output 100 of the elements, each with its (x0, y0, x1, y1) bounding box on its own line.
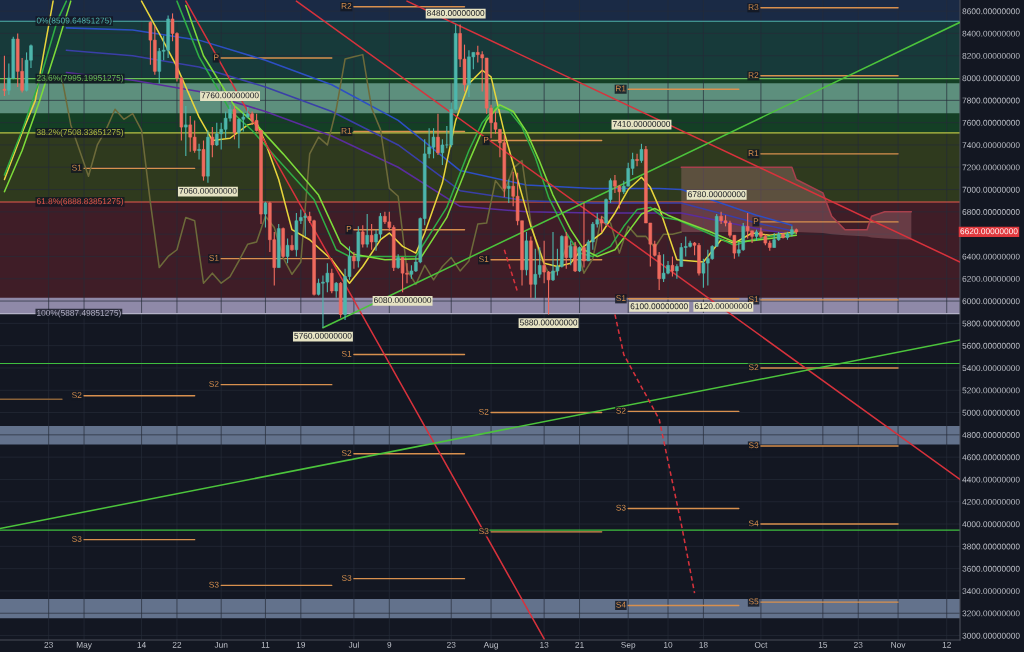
candlestick (330, 268, 334, 294)
y-tick-label: 6200.00000000 (962, 275, 1020, 282)
candlestick (582, 202, 586, 269)
series-label: R3 (748, 4, 759, 11)
candlestick (670, 255, 675, 278)
candlestick (639, 143, 644, 164)
candlestick (2, 55, 7, 97)
candlestick (533, 248, 538, 300)
annotation: 8480.00000000 (427, 10, 485, 16)
x-tick-label: 9 (387, 641, 392, 648)
x-tick-label: 22 (172, 641, 182, 648)
x-tick-label: 23 (447, 641, 456, 648)
candlestick (263, 201, 268, 229)
series-label: S1 (209, 255, 219, 261)
series-label: R1 (341, 127, 352, 134)
series-label: S2 (209, 381, 219, 387)
x-tick-label: 18 (699, 641, 708, 648)
candlestick (197, 143, 201, 160)
series-label: S2 (479, 408, 489, 415)
y-tick-label: 7600.00000000 (962, 119, 1020, 126)
x-tick-label: 15 (818, 641, 828, 648)
x-tick-label: Oct (754, 641, 768, 648)
x-tick-label: Aug (483, 641, 498, 650)
series-label: S4 (616, 601, 626, 608)
x-tick-label: 10 (664, 641, 673, 648)
series-label: S3 (748, 442, 759, 449)
series-label: R1 (616, 85, 626, 92)
y-tick-label: 8600.00000000 (962, 8, 1020, 15)
x-tick-label: 11 (261, 641, 270, 648)
candlestick (661, 253, 666, 283)
y-tick-label: 5000.00000000 (962, 409, 1020, 416)
candlestick (759, 226, 763, 240)
series-label: S1 (341, 350, 352, 357)
series-label: P (753, 218, 759, 225)
candlestick (184, 105, 188, 157)
x-tick-label: 12 (942, 641, 951, 648)
candlestick (613, 174, 617, 194)
ref-line-label: 100%(5887.49851275) (37, 309, 121, 318)
candlestick (741, 222, 745, 252)
candlestick (365, 213, 369, 249)
series-label: P (483, 136, 489, 143)
series-label: S3 (72, 535, 82, 542)
y-tick-label: 3400.00000000 (962, 588, 1020, 595)
series-label: S4 (748, 520, 759, 527)
x-tick-label: 13 (540, 641, 549, 648)
candlestick (192, 119, 197, 154)
series-label: R1 (748, 150, 759, 157)
candlestick (290, 234, 294, 252)
x-tick-label: 23 (854, 641, 863, 648)
candlestick (745, 212, 750, 240)
series-label: S2 (616, 407, 626, 414)
x-tick-label: 21 (575, 641, 584, 648)
annotation: 6080.00000000 (374, 297, 432, 304)
series-label: P (214, 54, 219, 61)
x-tick-label: 19 (296, 641, 306, 648)
candlestick (431, 127, 436, 159)
line-series (614, 313, 696, 594)
candlestick (507, 178, 511, 204)
series-label: S5 (748, 598, 759, 605)
series-label: S2 (72, 392, 82, 399)
candlestick (232, 105, 237, 140)
y-tick-label: 4000.00000000 (962, 521, 1020, 528)
annotation: 6100.00000000 (630, 303, 688, 310)
y-tick-label: 3200.00000000 (962, 610, 1020, 617)
candlestick (237, 117, 241, 149)
series-label: S1 (616, 295, 626, 302)
candlestick (210, 126, 215, 158)
y-tick-label: 4200.00000000 (962, 498, 1020, 505)
candlestick (285, 238, 290, 264)
annotation: 6780.00000000 (688, 191, 746, 198)
annotation: 6120.00000000 (694, 303, 752, 310)
x-tick-label: May (76, 641, 92, 650)
y-tick-label: 5400.00000000 (962, 365, 1020, 372)
ref-line-label: 23.6%(7995.19951275) (36, 74, 124, 83)
y-tick-label: 7200.00000000 (962, 164, 1020, 171)
ref-line-label: 61.8%(6888.83851275) (36, 198, 124, 206)
series-label: P (346, 226, 352, 232)
y-tick-label: 3600.00000000 (962, 565, 1020, 572)
annotation: 5880.00000000 (519, 319, 578, 326)
candlestick (361, 224, 365, 249)
annotation: 7060.00000000 (179, 187, 237, 194)
series-label: S2 (341, 450, 352, 457)
y-tick-label: 8400.00000000 (962, 30, 1020, 37)
x-tick-label: Nov (891, 641, 906, 648)
series-label: S1 (72, 164, 82, 171)
candlestick (577, 245, 582, 273)
series-label: S3 (479, 528, 489, 535)
candlestick (436, 113, 440, 156)
y-tick-label: 3000.00000000 (962, 632, 1020, 639)
x-tick-label: Sep (621, 641, 636, 650)
x-tick-label: 23 (44, 641, 53, 648)
x-tick-label: Jul (348, 641, 359, 648)
candlestick (400, 257, 405, 293)
series-label: R2 (341, 3, 352, 9)
y-tick-label: 5200.00000000 (962, 387, 1020, 394)
candlestick (369, 223, 374, 251)
candlestick (564, 231, 569, 270)
candlestick (568, 240, 573, 266)
ref-line-label: 0%(8509.64851275) (36, 17, 112, 26)
x-tick-label: Jun (214, 641, 228, 648)
